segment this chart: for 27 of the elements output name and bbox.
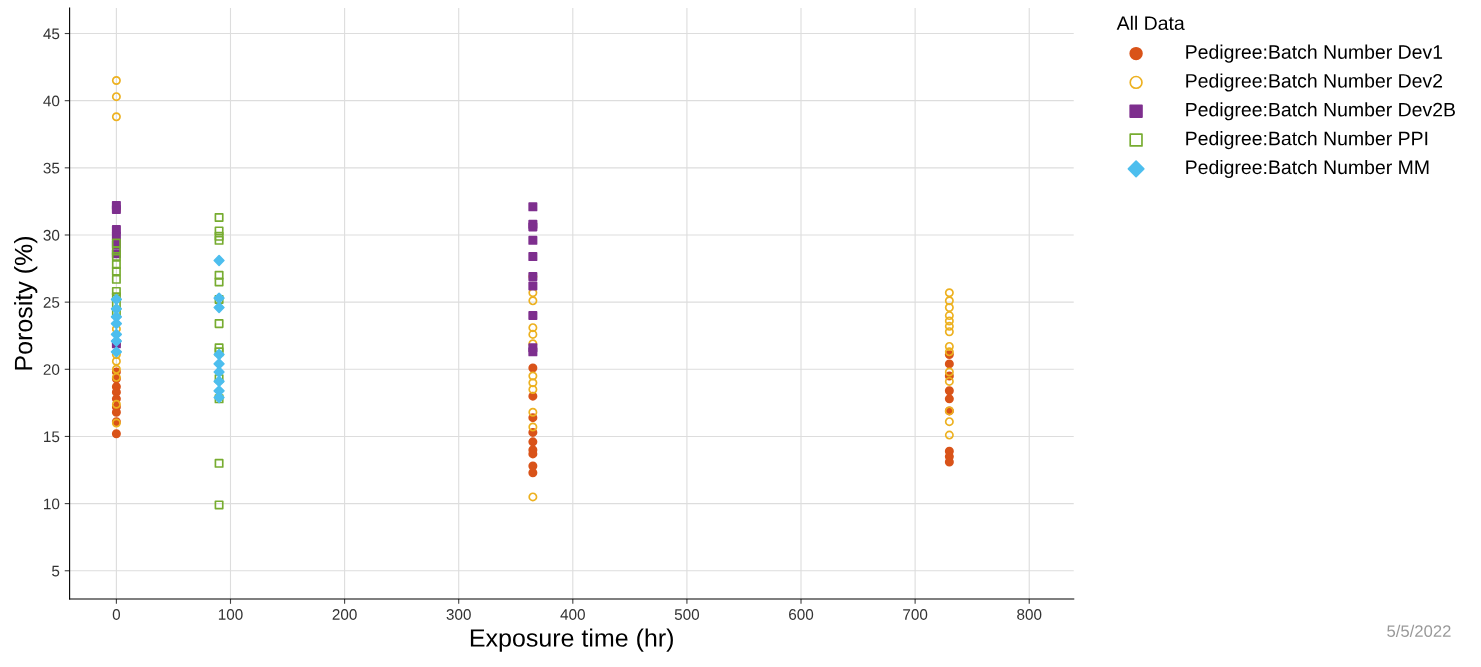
x-tick-label: 0	[112, 609, 121, 620]
y-axis-title: Porosity (%)	[14, 236, 38, 370]
legend-title: All Data	[1116, 15, 1185, 31]
x-tick-label: 200	[332, 609, 357, 620]
y-tick-label: 25	[43, 297, 60, 308]
y-tick-label: 5	[52, 565, 60, 577]
x-tick-label: 100	[218, 609, 243, 620]
x-tick-label: 500	[674, 609, 700, 620]
legend-label: Pedigree:Batch Number Dev1	[1186, 44, 1443, 63]
x-tick-label: 300	[446, 609, 471, 620]
y-tick-label: 15	[44, 431, 60, 443]
legend-label: Pedigree:Batch Number Dev2B	[1186, 102, 1455, 121]
text: 5/5/2022	[1387, 624, 1451, 638]
legend-label: Pedigree:Batch Number MM	[1186, 159, 1429, 179]
legend-label: Pedigree:Batch Number PPI	[1186, 131, 1428, 150]
x-tick-label: 700	[903, 609, 928, 620]
y-tick-label: 10	[44, 498, 60, 510]
y-tick-label: 35	[43, 162, 60, 174]
y-tick-label: 45	[43, 28, 60, 40]
y-tick-label: 40	[43, 95, 60, 107]
y-tick-label: 20	[43, 364, 60, 375]
y-tick-label: 30	[43, 229, 60, 241]
x-axis-title: Exposure time (hr)	[470, 628, 673, 652]
legend-label: Pedigree:Batch Number Dev2	[1186, 73, 1443, 92]
x-tick-label: 800	[1017, 609, 1042, 620]
x-tick-label: 400	[560, 609, 585, 620]
x-tick-label: 600	[789, 609, 814, 620]
